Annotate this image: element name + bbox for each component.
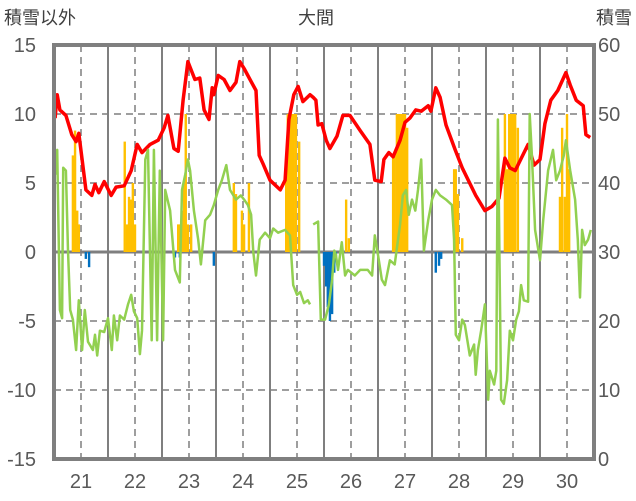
red-line [53, 59, 592, 213]
blue-bar [212, 252, 216, 266]
orange-bar [395, 114, 399, 252]
x-tick-label: 28 [448, 471, 470, 493]
orange-bar [297, 141, 301, 252]
y-left-tick-label: 15 [14, 35, 36, 57]
x-tick-label: 27 [394, 471, 416, 493]
x-tick-label: 30 [556, 471, 578, 493]
orange-bar [242, 224, 246, 252]
x-tick-label: 25 [286, 471, 308, 493]
orange-bar [565, 114, 569, 252]
orange-bar [247, 183, 251, 252]
orange-bar [184, 114, 187, 252]
orange-bar [393, 155, 396, 252]
y-right-tick-label: 10 [598, 380, 620, 402]
blue-bar [324, 252, 328, 287]
blue-bar [434, 252, 437, 273]
orange-bar [189, 224, 193, 252]
orange-bar [461, 238, 464, 252]
y-left-tick-label: 10 [14, 104, 36, 126]
orange-bar [401, 114, 405, 252]
orange-bar [182, 183, 186, 252]
orange-bar [76, 210, 79, 252]
y-left-tick-label: -5 [18, 311, 36, 333]
blue-bar [328, 252, 332, 321]
y-right-tick-label: 0 [598, 449, 609, 471]
orange-bar [452, 169, 456, 252]
y-left-tick-label: 5 [25, 173, 36, 195]
orange-bar [292, 114, 295, 252]
orange-bar [285, 155, 288, 252]
orange-bar [133, 224, 137, 252]
x-tick-label: 29 [502, 471, 524, 493]
chart-title: 大間 [298, 8, 334, 29]
blue-bar [437, 252, 441, 266]
x-tick-label: 21 [70, 471, 92, 493]
tick-labels: 15 60 10 50 5 40 0 30 -5 20 -10 10 -15 0 21 22 23 24 25 26 2… [7, 35, 620, 493]
orange-bar [127, 196, 131, 252]
orange-bar [344, 199, 348, 252]
orange-bar [73, 130, 77, 252]
x-tick-label: 23 [178, 471, 200, 493]
x-tick-label: 26 [340, 471, 362, 493]
orange-bar [186, 224, 190, 252]
orange-bar [403, 114, 407, 252]
blue-bar [439, 252, 443, 259]
orange-bar [558, 196, 562, 252]
x-tick-label: 22 [124, 471, 146, 493]
orange-bar [131, 183, 135, 252]
orange-bar [563, 196, 567, 252]
orange-bar [516, 127, 520, 252]
orange-bar [294, 114, 298, 252]
orange-bar [290, 114, 294, 252]
orange-bar [508, 114, 511, 252]
orange-bar [286, 114, 290, 252]
orange-bar [560, 127, 564, 252]
orange-bar [125, 224, 129, 252]
y-right-tick-label: 20 [598, 311, 620, 333]
orange-bar [123, 141, 126, 252]
y-right-tick-label: 30 [598, 242, 620, 264]
y-left-tick-label: -10 [7, 380, 36, 402]
x-tick-label: 24 [232, 471, 254, 493]
blue-bar [322, 252, 326, 266]
orange-bar [505, 169, 509, 252]
orange-bar [400, 114, 403, 252]
y-left-tick-label: -15 [7, 449, 36, 471]
y-right-tick-label: 50 [598, 104, 620, 126]
orange-bar [503, 114, 507, 252]
orange-bar [454, 169, 457, 252]
orange-bar [456, 194, 460, 252]
orange-bar [347, 238, 351, 252]
orange-bar [177, 224, 180, 252]
orange-bar [567, 169, 571, 252]
right-axis-title: 積雪 [596, 8, 632, 29]
y-right-tick-label: 40 [598, 173, 620, 195]
orange-bar [397, 114, 401, 252]
y-right-tick-label: 60 [598, 35, 620, 57]
orange-bar [511, 114, 515, 252]
orange-bar [130, 199, 133, 252]
blue-bar [326, 252, 329, 308]
orange-bar [240, 210, 244, 252]
green-line [53, 112, 593, 406]
y-left-tick-label: 0 [25, 242, 36, 264]
orange-bar [234, 194, 238, 252]
orange-bar [77, 224, 81, 252]
orange-bar [391, 155, 395, 252]
blue-bar [87, 252, 91, 268]
plot-frame [52, 43, 596, 461]
orange-bar [288, 114, 292, 252]
orange-bar [513, 114, 517, 252]
orange-bar [232, 183, 236, 252]
orange-bar [509, 114, 513, 252]
orange-bar [71, 155, 75, 252]
left-axis-title: 積雪以外 [4, 8, 76, 29]
blue-bar [84, 252, 88, 259]
